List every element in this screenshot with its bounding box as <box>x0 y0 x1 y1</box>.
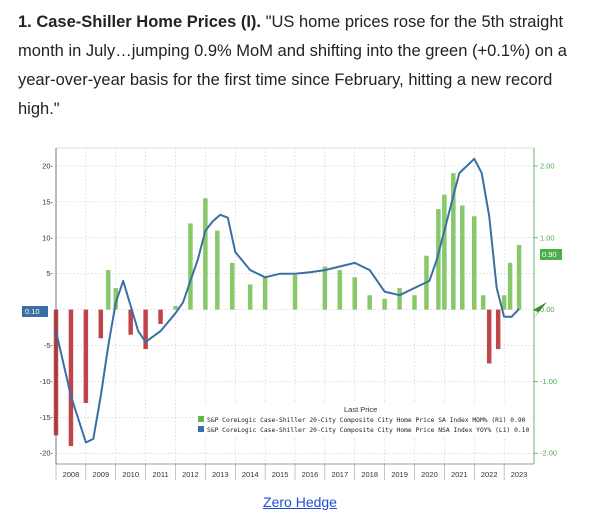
x-tick-label: 2019 <box>391 470 408 479</box>
legend-entry-mom: S&P CoreLogic Case-Shiller 20-City Compo… <box>207 417 526 424</box>
article-headline: 1. Case-Shiller Home Prices (I). "US hom… <box>18 8 584 124</box>
mom-bar <box>460 205 465 310</box>
last-point-arrow-icon <box>533 302 547 318</box>
mom-bar <box>352 277 357 310</box>
mom-bar <box>397 288 402 310</box>
x-tick-label: 2017 <box>331 470 348 479</box>
left-tick-label: -20- <box>40 449 54 458</box>
x-tick-label: 2021 <box>451 470 468 479</box>
right-tick-label: 0.00 <box>540 305 555 314</box>
right-tick-label: -2.00 <box>540 449 557 458</box>
left-tick-label: 20- <box>42 161 53 170</box>
left-tick-label: 15- <box>42 197 53 206</box>
yoy-last-value-tag <box>22 306 48 317</box>
mom-bar <box>83 309 89 403</box>
x-tick-label: 2022 <box>481 470 498 479</box>
x-tick-label: 2013 <box>212 470 229 479</box>
x-tick-label: 2009 <box>92 470 109 479</box>
mom-bar <box>262 277 268 310</box>
left-tick-label: 10- <box>42 233 53 242</box>
mom-bar <box>337 270 343 310</box>
mom-bar <box>412 295 417 310</box>
left-tick-label: 5- <box>46 269 53 278</box>
right-axis: 2.00 1.00 0.00 -1.00 -2.00 <box>533 148 557 464</box>
mom-bar <box>501 295 507 310</box>
x-tick-label: 2018 <box>361 470 378 479</box>
mom-bar <box>113 288 118 310</box>
legend-title: Last Price <box>344 405 377 414</box>
legend-box <box>194 402 530 438</box>
x-tick-label: 2011 <box>152 470 168 479</box>
mom-bar <box>436 209 441 310</box>
mom-bar <box>292 275 298 310</box>
mom-bar <box>106 270 111 310</box>
chart-legend: Last Price S&P CoreLogic Case-Shiller 20… <box>194 402 530 438</box>
x-tick-label: 2015 <box>272 470 289 479</box>
mom-bar <box>367 295 372 310</box>
mom-bar <box>173 306 178 310</box>
x-tick-label: 2008 <box>63 470 80 479</box>
right-tick-label: -1.00 <box>540 377 557 386</box>
mom-bar <box>472 216 477 310</box>
mom-bar <box>143 309 148 350</box>
mom-bar <box>203 198 208 310</box>
mom-bar <box>382 298 387 310</box>
mom-bar <box>480 295 486 310</box>
x-tick-label: 2014 <box>242 470 259 479</box>
legend-swatch-yoy <box>198 426 204 432</box>
left-tick-label: -10- <box>40 377 54 386</box>
mom-bar <box>158 309 163 324</box>
x-tick-label: 2012 <box>182 470 199 479</box>
right-tick-label: 1.00 <box>540 233 555 242</box>
mom-bar <box>495 309 501 350</box>
headline-quote: "US home prices rose for the 5th straigh… <box>18 13 567 118</box>
left-tick-label: -15- <box>40 413 54 422</box>
headline-lead: 1. Case-Shiller Home Prices (I). <box>18 13 262 31</box>
yoy-line-group <box>55 157 520 444</box>
right-tick-label: 2.00 <box>540 161 555 170</box>
mom-bar <box>442 194 447 310</box>
mom-bar <box>247 284 253 310</box>
mom-bar <box>516 244 522 310</box>
mom-bar <box>215 230 220 310</box>
legend-swatch-mom <box>198 416 204 422</box>
case-shiller-chart: 20- 15- 10- 5- -5- -10- -15- -20- 2.00 1.00 0.00 -… <box>22 147 562 480</box>
x-tick-label: 2023 <box>511 470 528 479</box>
left-axis: 20- 15- 10- 5- -5- -10- -15- -20- <box>40 148 57 464</box>
mom-bar <box>98 309 104 339</box>
mom-bar <box>451 173 456 310</box>
x-axis: 2008 2009 2010 2011 2012 2013 2014 2015 2016 2017… <box>55 463 534 480</box>
mom-bar <box>188 223 193 310</box>
x-tick-label: 2020 <box>421 470 438 479</box>
mom-bar <box>486 309 492 364</box>
yoy-last-value-label: 0.10 <box>25 307 40 316</box>
mom-bar <box>322 266 328 310</box>
x-tick-label: 2010 <box>122 470 139 479</box>
x-tick-label: 2016 <box>302 470 319 479</box>
mom-bar <box>230 262 235 310</box>
mom-bar <box>507 262 513 310</box>
mom-bar <box>128 309 133 335</box>
left-tick-label: -5- <box>44 341 54 350</box>
mom-last-value-tag <box>540 249 562 260</box>
mom-last-value-label: 0.90 <box>542 250 557 259</box>
yoy-line <box>55 157 520 444</box>
mom-bar <box>68 309 74 447</box>
legend-entry-yoy: S&P CoreLogic Case-Shiller 20-City Compo… <box>207 427 529 434</box>
zero-hedge-link[interactable]: Zero Hedge <box>263 494 337 510</box>
